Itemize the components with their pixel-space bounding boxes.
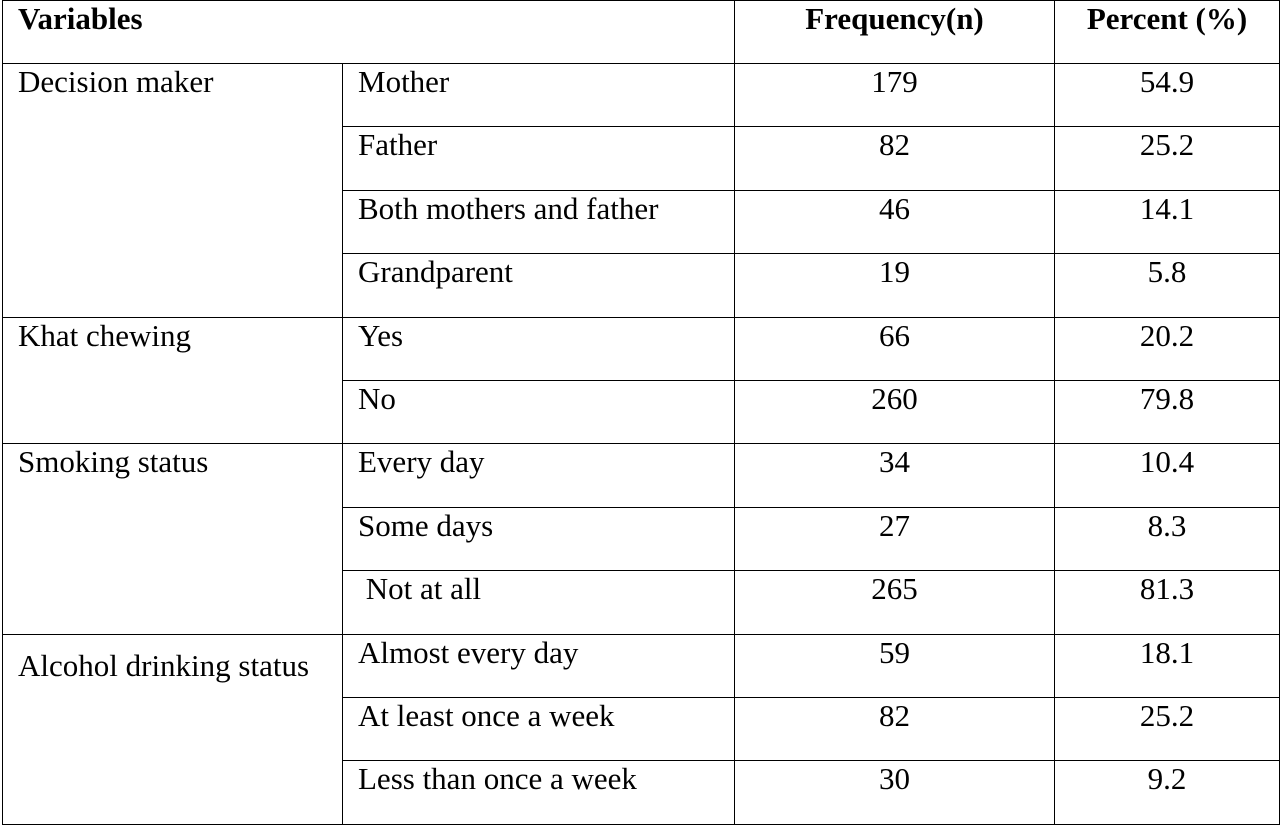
category-cell: Less than once a week [342,760,735,825]
table-row: At least once a week 82 25.2 [3,696,1280,762]
category-cell: Not at all [342,570,735,635]
frequency-cell: 30 [734,760,1055,825]
category-cell: No [342,379,735,445]
percent-cell: 25.2 [1054,696,1280,762]
frequency-cell: 66 [734,316,1055,381]
percent-cell: 8.3 [1054,506,1280,572]
table-row: Some days 27 8.3 [3,506,1280,572]
category-cell: Mother [342,62,735,128]
frequency-cell: 260 [734,379,1055,445]
table-row: Less than once a week 30 9.2 [3,760,1280,825]
category-cell: Father [342,126,735,191]
variable-alcohol-drinking-status: Alcohol drinking status [2,633,343,825]
header-row: Variables Frequency(n) Percent (%) [2,0,1280,64]
variable-smoking-status: Smoking status [2,443,343,635]
frequency-cell: 27 [734,506,1055,572]
table-row: Smoking status Every day 34 10.4 [2,443,1280,635]
percent-cell: 25.2 [1054,126,1280,191]
header-frequency: Frequency(n) [734,0,1055,64]
header-percent: Percent (%) [1054,0,1280,64]
category-cell: Both mothers and father [342,189,735,255]
variable-alcohol-label: Alcohol drinking status [18,647,310,683]
percent-cell: 20.2 [1054,316,1280,381]
category-cell: Almost every day [342,633,735,698]
category-cell: Every day [342,443,735,508]
frequency-cell: 46 [734,189,1055,255]
frequency-cell: 82 [734,126,1055,191]
category-cell: Grandparent [342,253,735,318]
table-row: Not at all 265 81.3 [3,570,1280,635]
frequency-cell: 19 [734,253,1055,318]
frequency-cell: 179 [734,62,1055,128]
table-row: Decision maker Mother 179 54.9 [2,62,1280,318]
percent-cell: 79.8 [1054,379,1280,445]
percent-cell: 10.4 [1054,443,1280,508]
variable-decision-maker: Decision maker [2,63,343,318]
percent-cell: 5.8 [1054,253,1280,318]
table-row: Father 82 25.2 [3,126,1280,191]
header-variables: Variables [2,0,735,64]
table-row: Alcohol drinking status Almost every day… [2,633,1280,825]
percent-cell: 81.3 [1054,570,1280,635]
category-cell: At least once a week [342,696,735,762]
frequency-cell: 265 [734,570,1055,635]
percent-cell: 14.1 [1054,189,1280,255]
percent-cell: 54.9 [1054,62,1280,128]
category-cell: Some days [342,506,735,572]
table-row: Khat chewing Yes 66 20.2 [2,316,1280,445]
variable-khat-chewing: Khat chewing [2,316,343,445]
frequency-cell: 59 [734,633,1055,698]
percent-cell: 18.1 [1054,633,1280,698]
percent-cell: 9.2 [1054,760,1280,825]
table-row: No 260 79.8 [3,379,1280,445]
frequency-cell: 82 [734,696,1055,762]
frequency-cell: 34 [734,443,1055,508]
category-cell: Yes [342,316,735,381]
